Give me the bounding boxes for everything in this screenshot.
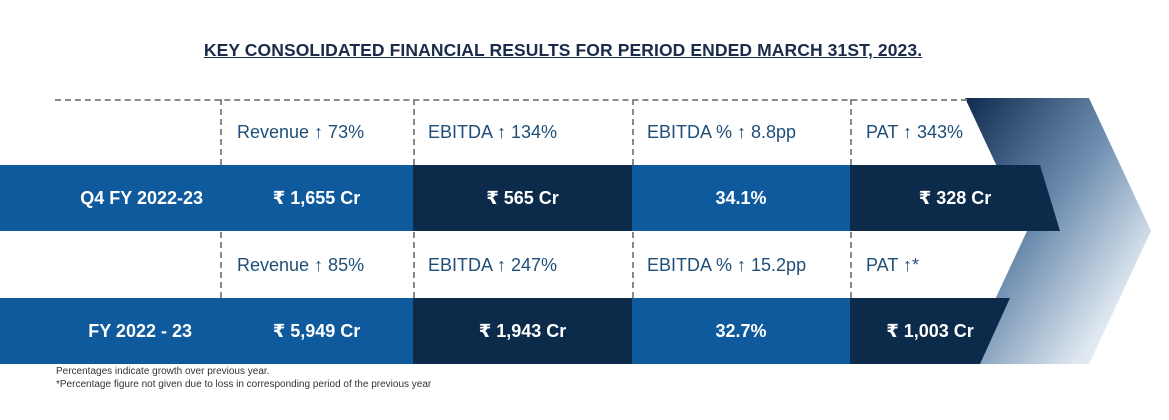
ebitda-value: ₹ 565 Cr [413,165,632,231]
growth-revenue-fy: Revenue ↑ 85% [237,254,365,275]
page-title: KEY CONSOLIDATED FINANCIAL RESULTS FOR P… [203,40,923,60]
growth-pat-fy: PAT ↑* [866,254,920,275]
growth-ebitda-fy: EBITDA ↑ 247% [428,254,558,275]
divider-dashed-line [632,232,634,298]
divider-dashed-line [850,99,852,165]
ebitda-margin-value: 34.1% [632,165,850,231]
divider-dashed-line [413,232,415,298]
growth-ebitda-margin-fy: EBITDA % ↑ 15.2pp [647,254,807,275]
divider-dashed-line [413,99,415,165]
revenue-value: ₹ 5,949 Cr [220,298,413,364]
pat-value: ₹ 328 Cr [850,165,1060,231]
footnote-pat: *Percentage figure not given due to loss… [56,379,432,390]
pat-value: ₹ 1,003 Cr [850,298,1010,364]
ebitda-value: ₹ 1,943 Cr [413,298,632,364]
divider-dashed-line [850,232,852,298]
period-label: Q4 FY 2022-23 [0,165,220,231]
divider-dashed-line [632,99,634,165]
growth-ebitda-margin-q4: EBITDA % ↑ 8.8pp [647,121,797,142]
growth-pat-q4: PAT ↑ 343% [866,121,964,142]
growth-revenue-q4: Revenue ↑ 73% [237,121,365,142]
results-band-q4: Q4 FY 2022-23 ₹ 1,655 Cr ₹ 565 Cr 34.1% … [0,165,1060,231]
revenue-value: ₹ 1,655 Cr [220,165,413,231]
growth-ebitda-q4: EBITDA ↑ 134% [428,121,558,142]
top-dashed-line [55,99,967,101]
chevron-arrow-icon [965,98,1151,364]
footnote-growth: Percentages indicate growth over previou… [56,366,270,377]
results-band-fy: FY 2022 - 23 ₹ 5,949 Cr ₹ 1,943 Cr 32.7%… [0,298,1010,364]
divider-dashed-line [220,99,222,165]
divider-dashed-line [220,232,222,298]
period-label: FY 2022 - 23 [0,298,220,364]
ebitda-margin-value: 32.7% [632,298,850,364]
